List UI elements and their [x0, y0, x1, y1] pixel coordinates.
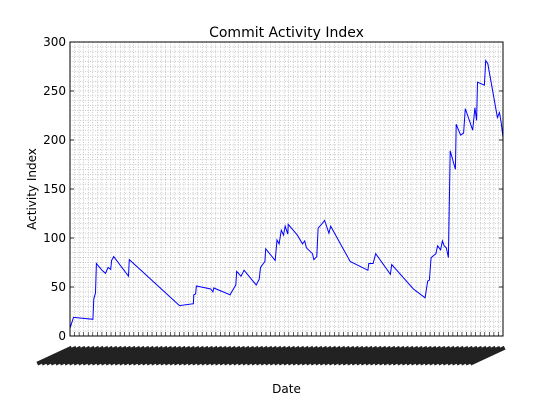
- plot-frame: [69, 41, 504, 337]
- y-tick-label: 300: [43, 35, 66, 49]
- y-tick-label: 200: [43, 133, 66, 147]
- chart-title: Commit Activity Index: [209, 25, 364, 41]
- x-tick-labels: [36, 345, 506, 366]
- y-tick-label: 0: [58, 329, 66, 343]
- y-tick-labels: 0 50 100 150 200 250 300: [43, 35, 66, 343]
- x-tick-label-mark: [469, 345, 506, 366]
- y-tick-label: 250: [43, 84, 66, 98]
- series-line: [69, 59, 504, 329]
- y-axis-title: Activity Index: [25, 148, 39, 230]
- y-tick-label: 150: [43, 182, 66, 196]
- y-tick-label: 100: [43, 231, 66, 245]
- x-axis-title: Date: [272, 382, 301, 396]
- y-tick-label: 50: [51, 280, 66, 294]
- grid-lines: [69, 41, 504, 337]
- axis-ticks: [69, 41, 504, 337]
